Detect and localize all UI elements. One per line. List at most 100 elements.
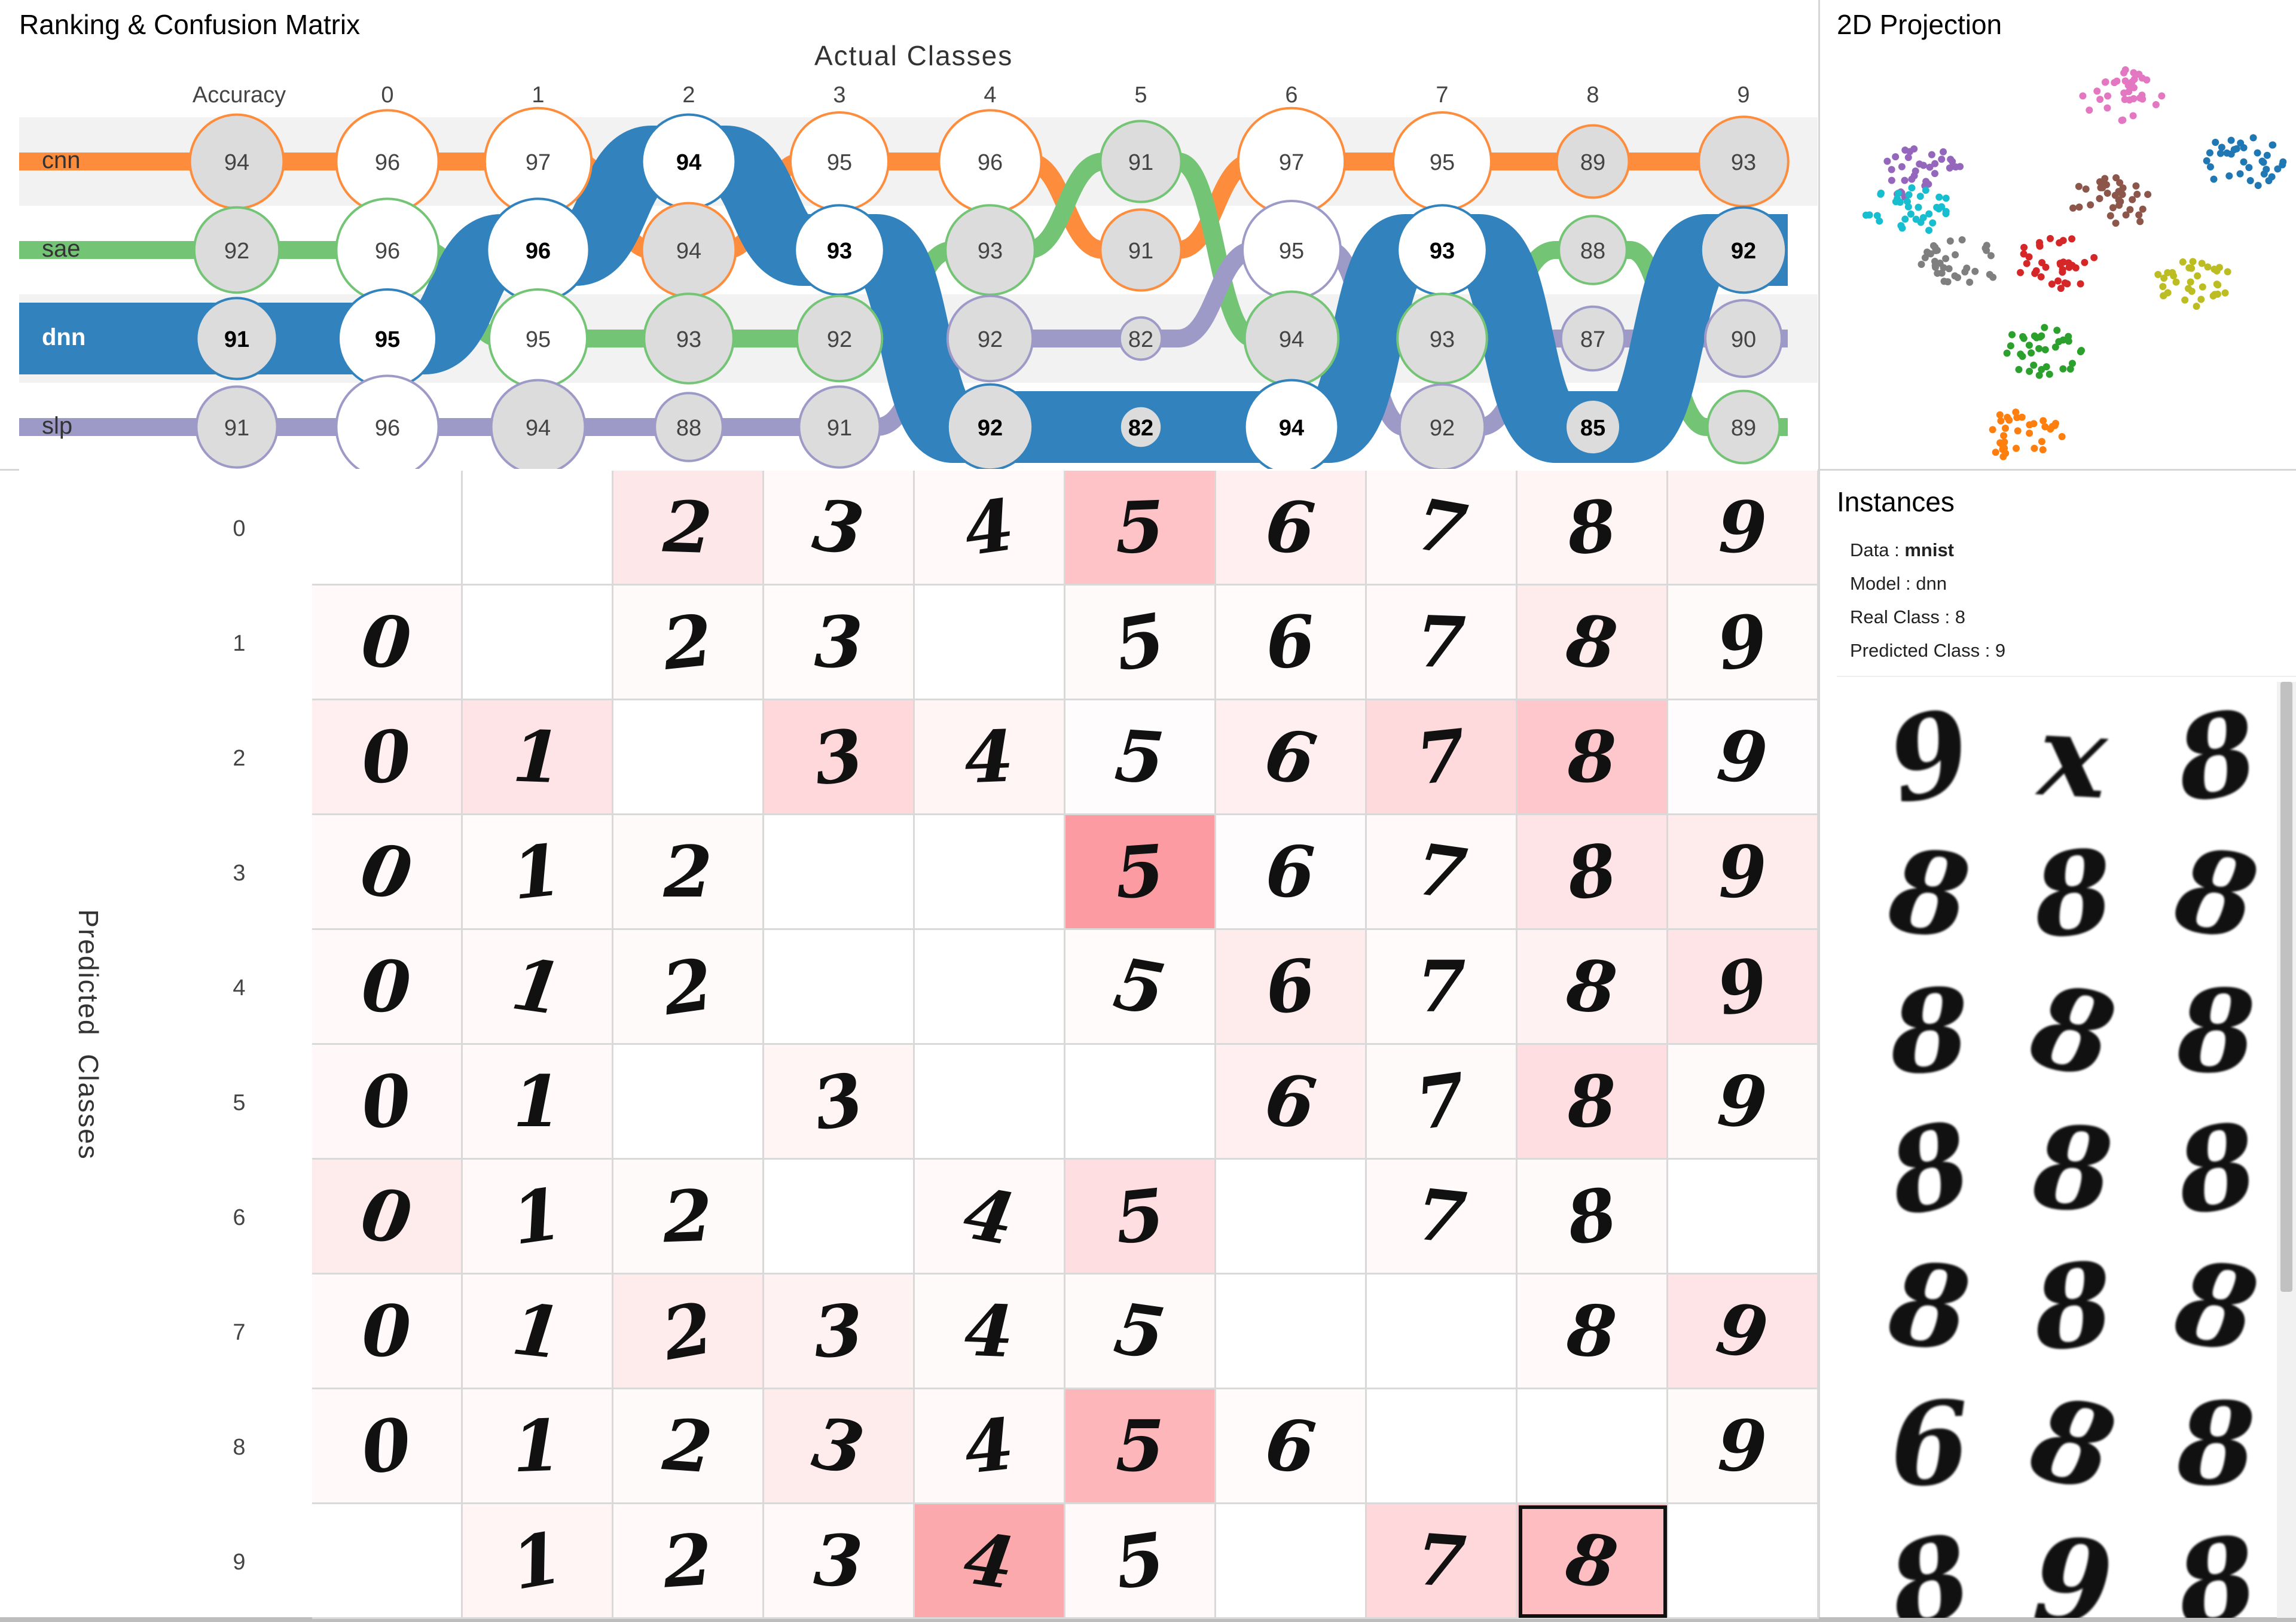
cm-cell-pred1-actual2[interactable]: 2 bbox=[613, 586, 764, 700]
model-label-cnn[interactable]: cnn bbox=[42, 147, 81, 173]
cm-cell-pred8-actual6[interactable]: 6 bbox=[1216, 1389, 1367, 1504]
score-circle-dnn-class-8[interactable]: 85 bbox=[1564, 398, 1622, 456]
cm-cell-pred5-actual1[interactable]: 1 bbox=[463, 1045, 613, 1160]
cm-cell-pred5-actual5[interactable] bbox=[1065, 1045, 1216, 1160]
cm-cell-pred4-actual9[interactable]: 9 bbox=[1668, 930, 1819, 1045]
model-label-slp[interactable]: slp bbox=[42, 413, 73, 439]
score-circle-dnn-accuracy[interactable]: 91 bbox=[195, 297, 279, 380]
score-circle-sae-class-3[interactable]: 92 bbox=[795, 294, 884, 383]
projection-cluster-1[interactable] bbox=[2203, 134, 2287, 190]
cm-cell-pred5-actual2[interactable] bbox=[613, 1045, 764, 1160]
stream-dnn[interactable] bbox=[19, 126, 1788, 463]
score-circle-sae-class-8[interactable]: 88 bbox=[1558, 215, 1628, 285]
cm-cell-pred4-actual2[interactable]: 2 bbox=[613, 930, 764, 1045]
instance-thumbnail[interactable]: 8 bbox=[1861, 963, 1998, 1100]
cm-cell-pred0-actual0[interactable] bbox=[312, 471, 463, 586]
cm-cell-pred2-actual7[interactable]: 7 bbox=[1367, 700, 1518, 815]
cm-cell-pred7-actual4[interactable]: 4 bbox=[915, 1275, 1065, 1389]
projection-scatter[interactable] bbox=[1830, 48, 2296, 467]
cm-cell-pred0-actual7[interactable]: 7 bbox=[1367, 471, 1518, 586]
cm-cell-pred3-actual7[interactable]: 7 bbox=[1367, 815, 1518, 930]
cm-cell-pred2-actual9[interactable]: 9 bbox=[1668, 700, 1819, 815]
cm-cell-pred3-actual6[interactable]: 6 bbox=[1216, 815, 1367, 930]
cm-cell-pred4-actual3[interactable] bbox=[764, 930, 915, 1045]
cm-cell-pred6-actual5[interactable]: 5 bbox=[1065, 1160, 1216, 1275]
score-circle-slp-class-9[interactable]: 90 bbox=[1704, 299, 1783, 378]
score-circle-dnn-class-5[interactable]: 82 bbox=[1118, 404, 1164, 450]
cm-cell-pred7-actual3[interactable]: 3 bbox=[764, 1275, 915, 1389]
cm-cell-pred5-actual3[interactable]: 3 bbox=[764, 1045, 915, 1160]
projection-cluster-8[interactable] bbox=[2154, 258, 2231, 310]
cm-cell-pred9-actual5[interactable]: 5 bbox=[1065, 1504, 1216, 1619]
cm-cell-pred7-actual5[interactable]: 5 bbox=[1065, 1275, 1216, 1389]
cm-cell-pred8-actual8[interactable] bbox=[1518, 1389, 1668, 1504]
cm-cell-pred6-actual8[interactable]: 8 bbox=[1518, 1160, 1668, 1275]
cm-cell-pred8-actual5[interactable]: 5 bbox=[1065, 1389, 1216, 1504]
cm-cell-pred8-actual1[interactable]: 1 bbox=[463, 1389, 613, 1504]
cm-cell-pred7-actual1[interactable]: 1 bbox=[463, 1275, 613, 1389]
instance-thumbnail[interactable]: 8 bbox=[2004, 824, 2142, 965]
score-circle-slp-class-4[interactable]: 92 bbox=[946, 294, 1034, 383]
cm-cell-pred1-actual8[interactable]: 8 bbox=[1518, 586, 1668, 700]
cm-cell-pred9-actual0[interactable] bbox=[312, 1504, 463, 1619]
cm-cell-pred0-actual8[interactable]: 8 bbox=[1518, 471, 1668, 586]
class-header-0[interactable]: 0 bbox=[381, 83, 394, 108]
instance-thumbnail[interactable]: 8 bbox=[2148, 1234, 2272, 1379]
projection-cluster-3[interactable] bbox=[2017, 234, 2098, 292]
cm-cell-pred1-actual3[interactable]: 3 bbox=[764, 586, 915, 700]
class-header-9[interactable]: 9 bbox=[1737, 83, 1750, 108]
cm-cell-pred9-actual3[interactable]: 3 bbox=[764, 1504, 915, 1619]
cm-cell-pred5-actual7[interactable]: 7 bbox=[1367, 1045, 1518, 1160]
score-circle-slp-class-0[interactable]: 96 bbox=[335, 374, 440, 469]
score-circle-sae-class-6[interactable]: 94 bbox=[1243, 290, 1340, 387]
cm-cell-pred6-actual2[interactable]: 2 bbox=[613, 1160, 764, 1275]
instance-thumbnail[interactable]: 8 bbox=[2148, 822, 2272, 966]
cm-cell-pred7-actual7[interactable] bbox=[1367, 1275, 1518, 1389]
score-circle-dnn-class-9[interactable]: 92 bbox=[1699, 206, 1788, 294]
instance-thumbnail[interactable]: 8 bbox=[2148, 1376, 2272, 1513]
cm-cell-pred6-actual6[interactable] bbox=[1216, 1160, 1367, 1275]
score-circle-slp-class-5[interactable]: 82 bbox=[1118, 316, 1164, 361]
projection-cluster-0[interactable] bbox=[1989, 408, 2066, 461]
cm-cell-pred2-actual2[interactable] bbox=[613, 700, 764, 815]
score-circle-dnn-class-6[interactable]: 94 bbox=[1243, 379, 1340, 469]
model-label-sae[interactable]: sae bbox=[42, 236, 81, 262]
cm-cell-pred7-actual9[interactable]: 9 bbox=[1668, 1275, 1819, 1389]
cm-cell-pred1-actual5[interactable]: 5 bbox=[1065, 586, 1216, 700]
class-header-2[interactable]: 2 bbox=[682, 83, 695, 108]
projection-cluster-2[interactable] bbox=[2003, 324, 2085, 379]
class-header-4[interactable]: 4 bbox=[984, 83, 997, 108]
score-circle-cnn-class-8[interactable]: 89 bbox=[1555, 124, 1631, 199]
cm-cell-pred4-actual5[interactable]: 5 bbox=[1065, 930, 1216, 1045]
score-circle-cnn-class-3[interactable]: 95 bbox=[789, 111, 890, 212]
cm-cell-pred3-actual1[interactable]: 1 bbox=[463, 815, 613, 930]
class-header-6[interactable]: 6 bbox=[1285, 83, 1298, 108]
cm-cell-pred0-actual9[interactable]: 9 bbox=[1668, 471, 1819, 586]
score-circle-slp-class-3[interactable]: 91 bbox=[798, 385, 881, 469]
cm-cell-pred8-actual0[interactable]: 0 bbox=[312, 1389, 463, 1504]
thumbnails-scrollbar[interactable] bbox=[2277, 682, 2296, 1618]
cm-cell-pred1-actual0[interactable]: 0 bbox=[312, 586, 463, 700]
instance-thumbnail[interactable]: 8 bbox=[2004, 1371, 2142, 1518]
score-circle-cnn-class-5[interactable]: 91 bbox=[1099, 208, 1183, 292]
score-circle-sae-class-4[interactable]: 93 bbox=[944, 204, 1036, 296]
cm-cell-pred1-actual9[interactable]: 9 bbox=[1668, 586, 1819, 700]
score-circle-cnn-class-4[interactable]: 96 bbox=[938, 109, 1043, 214]
projection-cluster-5[interactable] bbox=[2069, 174, 2152, 227]
cm-cell-pred9-actual2[interactable]: 2 bbox=[613, 1504, 764, 1619]
cm-cell-pred1-actual1[interactable] bbox=[463, 586, 613, 700]
cm-cell-pred7-actual2[interactable]: 2 bbox=[613, 1275, 764, 1389]
score-circle-slp-class-6[interactable]: 95 bbox=[1241, 200, 1342, 300]
cm-cell-pred3-actual3[interactable] bbox=[764, 815, 915, 930]
model-label-dnn[interactable]: dnn bbox=[42, 324, 86, 350]
cm-cell-pred3-actual2[interactable]: 2 bbox=[613, 815, 764, 930]
class-header-7[interactable]: 7 bbox=[1436, 83, 1449, 108]
cm-cell-pred0-actual1[interactable] bbox=[463, 471, 613, 586]
instance-thumbnail[interactable]: 9 bbox=[2004, 1513, 2142, 1618]
cm-cell-pred9-actual9[interactable] bbox=[1668, 1504, 1819, 1619]
score-circle-dnn-class-4[interactable]: 92 bbox=[946, 383, 1034, 469]
score-circle-dnn-class-2[interactable]: 94 bbox=[640, 113, 737, 210]
projection-cluster-6[interactable] bbox=[2079, 66, 2166, 124]
score-circle-sae-class-5[interactable]: 91 bbox=[1099, 120, 1183, 203]
cm-cell-pred2-actual0[interactable]: 0 bbox=[312, 700, 463, 815]
